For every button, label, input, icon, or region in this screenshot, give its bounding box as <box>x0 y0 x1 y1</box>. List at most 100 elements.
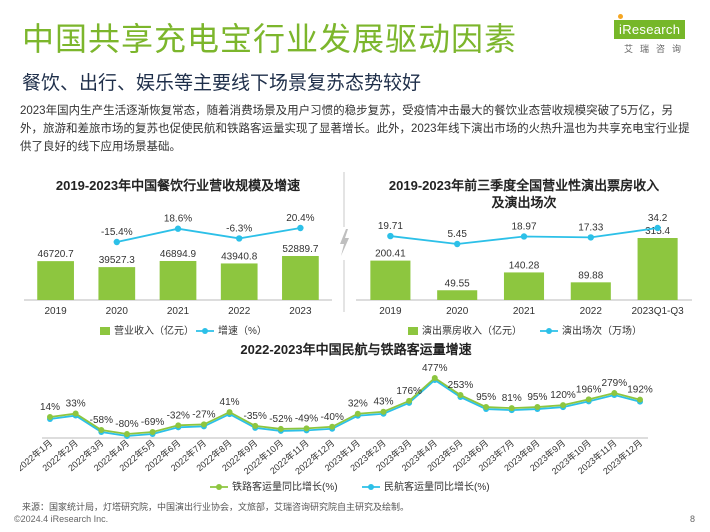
legend-air-label: 民航客运量同比增长(%) <box>384 480 490 493</box>
logo-subtext: 艾瑞咨询 <box>624 44 689 54</box>
point-label: 33% <box>66 399 86 410</box>
x-tick-label: 2021 <box>167 306 190 317</box>
point-label: 81% <box>502 393 522 404</box>
legend-line-marker <box>546 328 552 334</box>
rail-point <box>149 429 156 436</box>
rail-point <box>98 427 105 434</box>
bar-2022 <box>220 263 258 300</box>
point-label: 43% <box>373 397 393 408</box>
page-number: 8 <box>690 514 696 524</box>
x-tick-label: 2020 <box>106 306 129 317</box>
line-point <box>236 235 243 242</box>
line-label: 19.71 <box>378 221 403 232</box>
bar-label: 140.28 <box>509 260 540 271</box>
bar-label: 46894.9 <box>160 249 197 260</box>
x-tick-label: 2019 <box>44 306 67 317</box>
point-label: -80% <box>115 419 138 430</box>
legend-air-marker <box>368 484 374 490</box>
line-label: 17.33 <box>578 222 603 233</box>
bar-2019 <box>370 260 411 300</box>
line-label: -6.3% <box>226 223 252 234</box>
point-label: 176% <box>396 386 422 397</box>
bar-2021 <box>159 260 197 300</box>
page-subtitle: 餐饮、出行、娱乐等主要线下场景复苏态势较好 <box>22 73 422 94</box>
point-label: -27% <box>192 409 215 420</box>
bar-label: 43940.8 <box>221 251 258 262</box>
point-label: -58% <box>90 415 113 426</box>
rail-point <box>123 431 130 437</box>
line-point <box>297 224 304 232</box>
bar-label: 89.88 <box>578 270 603 281</box>
point-label: 95% <box>527 392 547 403</box>
rail-point <box>483 404 490 411</box>
x-tick-label: 2022 <box>580 306 603 317</box>
point-label: 14% <box>40 402 60 413</box>
rail-point <box>534 404 541 411</box>
legend-bar-label: 演出票房收入（亿元） <box>422 324 522 337</box>
catering-revenue-chart: 2019-2023年中国餐饮行业营收规模及增速 46720.7 2019 39527.… <box>24 178 332 337</box>
legend-line-label: 增速（%） <box>218 324 267 337</box>
point-label: -69% <box>141 417 164 428</box>
x-tick-label: 2022 <box>228 306 251 317</box>
point-label: 279% <box>602 378 628 389</box>
rail-point <box>47 413 53 420</box>
bar-2019 <box>37 261 74 300</box>
source-note: 来源：国家统计局，灯塔研究院，中国演出行业协会，文旅部，艾瑞咨询研究院自主研究及… <box>22 502 410 512</box>
point-label: 95% <box>476 392 496 403</box>
line-label: 18.97 <box>511 221 536 232</box>
page-title: 中国共享充电宝行业发展驱动因素 <box>22 21 518 57</box>
bar-label: 52889.7 <box>282 244 319 255</box>
line-point <box>454 240 461 248</box>
point-label: 41% <box>220 397 240 408</box>
rail-point <box>560 402 567 409</box>
legend-bar-swatch <box>408 327 418 335</box>
bar-2020 <box>98 267 136 300</box>
logo-dot-icon <box>618 14 623 19</box>
chart-title: 2019-2023年前三季度全国营业性演出票房收入 <box>389 178 659 193</box>
rail-point <box>611 390 618 397</box>
line-point <box>174 225 182 232</box>
rail-point <box>175 422 182 429</box>
rail-point <box>457 392 464 399</box>
body-paragraph: 2023年国内生产生活逐渐恢复常态，随着消费场景及用户习惯的稳步复苏，受疫情冲击… <box>20 105 690 153</box>
rail-point <box>354 410 361 417</box>
point-label: 120% <box>550 390 576 401</box>
line-point <box>520 233 528 240</box>
rail-point <box>277 425 284 432</box>
point-label: 192% <box>627 385 653 396</box>
legend-bar-label: 营业收入（亿元） <box>114 324 194 337</box>
line-label: 34.2 <box>648 213 668 224</box>
line-point <box>113 238 121 246</box>
rail-point <box>585 396 592 403</box>
iresearch-logo: iResearch 艾瑞咨询 <box>614 14 694 55</box>
bar-label: 315.4 <box>645 226 670 237</box>
rail-line <box>49 376 641 435</box>
point-label: -49% <box>295 413 318 424</box>
bar-label: 49.55 <box>445 278 470 289</box>
rail-point <box>329 423 336 430</box>
growth-line <box>116 227 301 243</box>
bar-label: 46720.7 <box>38 249 75 260</box>
x-tick-label: 2020 <box>446 306 469 317</box>
rail-point <box>431 375 438 381</box>
line-label: 20.4% <box>286 213 314 224</box>
line-point <box>387 232 394 240</box>
bar-label: 200.41 <box>375 249 406 260</box>
bar-2020 <box>437 290 478 300</box>
chart-title: 2019-2023年中国餐饮行业营收规模及增速 <box>56 178 300 193</box>
bar-2022 <box>570 282 611 300</box>
line-point <box>587 234 594 241</box>
line-label: 5.45 <box>447 229 467 240</box>
rail-point <box>72 410 79 417</box>
bar-label: 39527.3 <box>99 255 136 266</box>
point-label: 253% <box>448 380 474 391</box>
bar-2023 <box>282 256 319 300</box>
legend-rail-marker <box>216 484 222 490</box>
chart-title: 2022-2023年中国民航与铁路客运量增速 <box>240 342 471 357</box>
point-label: -52% <box>269 414 292 425</box>
point-label: 32% <box>348 399 368 410</box>
point-label: -40% <box>320 412 343 423</box>
bar-2021 <box>503 272 545 300</box>
divider-bolt-icon <box>340 172 349 312</box>
